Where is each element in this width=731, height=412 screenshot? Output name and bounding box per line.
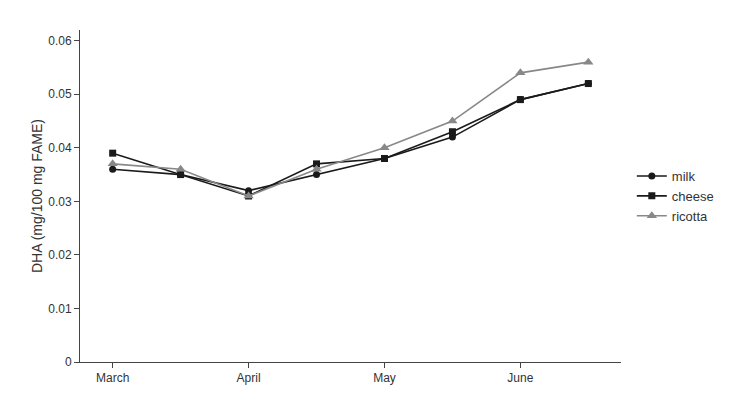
svg-text:March: March: [96, 371, 129, 385]
svg-text:0.03: 0.03: [48, 195, 72, 209]
svg-text:DHA (mg/100 mg FAME): DHA (mg/100 mg FAME): [29, 119, 45, 273]
svg-text:0.06: 0.06: [48, 34, 72, 48]
svg-text:0.04: 0.04: [48, 141, 72, 155]
svg-text:cheese: cheese: [672, 189, 714, 204]
svg-text:0.01: 0.01: [48, 302, 72, 316]
svg-text:May: May: [373, 371, 396, 385]
svg-text:0: 0: [65, 355, 72, 369]
svg-text:ricotta: ricotta: [672, 209, 708, 224]
svg-text:milk: milk: [672, 169, 696, 184]
svg-text:June: June: [507, 371, 533, 385]
svg-text:0.05: 0.05: [48, 87, 72, 101]
svg-text:April: April: [237, 371, 261, 385]
svg-text:0.02: 0.02: [48, 248, 72, 262]
